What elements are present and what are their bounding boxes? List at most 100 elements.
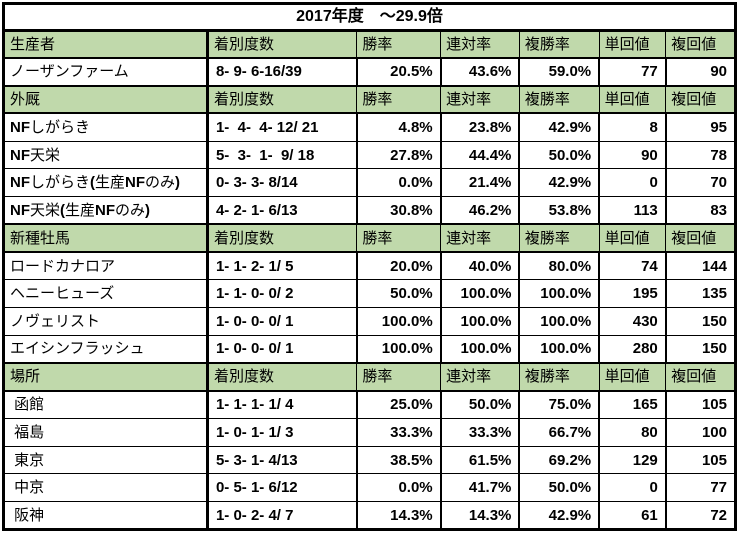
column-header-win-roi[interactable]: 単回値: [598, 84, 667, 115]
win-rate-cell[interactable]: 20.0%: [355, 251, 442, 281]
column-header-show-rate[interactable]: 複勝率: [518, 223, 600, 254]
column-header-show-roi[interactable]: 複回値: [665, 29, 736, 59]
quinella-rate-cell[interactable]: 14.3%: [439, 501, 521, 530]
record-cell[interactable]: 1- 1- 0- 0/ 2: [206, 279, 358, 309]
show-roi-cell[interactable]: 105: [664, 390, 737, 419]
column-header-quinella-rate[interactable]: 連対率: [440, 223, 520, 254]
win-roi-cell[interactable]: 90: [598, 140, 667, 170]
record-cell[interactable]: 1- 1- 1- 1/ 4: [206, 390, 358, 419]
show-roi-cell[interactable]: 78: [664, 140, 737, 170]
row-label-cell[interactable]: ノヴェリスト: [2, 307, 209, 336]
column-header-win-rate[interactable]: 勝率: [356, 223, 442, 254]
column-header-win-roi[interactable]: 単回値: [598, 29, 667, 59]
row-label-cell[interactable]: 東京: [2, 445, 209, 475]
win-rate-cell[interactable]: 0.0%: [355, 473, 442, 503]
row-label-cell[interactable]: 阪神: [2, 501, 209, 530]
quinella-rate-cell[interactable]: 43.6%: [439, 57, 521, 87]
row-label-cell[interactable]: NF天栄: [2, 140, 209, 170]
column-header-win-rate[interactable]: 勝率: [356, 29, 442, 59]
record-cell[interactable]: 4- 2- 1- 6/13: [206, 196, 358, 225]
column-header-record[interactable]: 着別度数: [206, 29, 358, 59]
record-cell[interactable]: 1- 1- 2- 1/ 5: [206, 251, 358, 281]
quinella-rate-cell[interactable]: 41.7%: [439, 473, 521, 503]
section-name-cell[interactable]: 生産者: [3, 29, 209, 59]
show-roi-cell[interactable]: 100: [664, 417, 737, 447]
quinella-rate-cell[interactable]: 100.0%: [439, 334, 521, 364]
column-header-record[interactable]: 着別度数: [206, 223, 358, 254]
section-name-cell[interactable]: 場所: [3, 362, 209, 392]
row-label-cell[interactable]: ロードカナロア: [2, 251, 209, 281]
selected-cell-marquee[interactable]: 新種牡馬: [3, 223, 209, 254]
sheet-title-cell[interactable]: 2017年度 ～29.9倍: [2, 3, 737, 32]
record-cell[interactable]: 0- 5- 1- 6/12: [206, 473, 358, 503]
win-roi-cell[interactable]: 61: [598, 501, 667, 530]
column-header-show-rate[interactable]: 複勝率: [518, 29, 600, 59]
win-roi-cell[interactable]: 8: [598, 112, 667, 142]
row-label-cell[interactable]: ノーザンファーム: [2, 57, 209, 87]
quinella-rate-cell[interactable]: 100.0%: [439, 307, 521, 336]
show-rate-cell[interactable]: 50.0%: [518, 140, 601, 170]
quinella-rate-cell[interactable]: 46.2%: [439, 196, 521, 225]
show-roi-cell[interactable]: 72: [664, 501, 737, 530]
win-rate-cell[interactable]: 38.5%: [355, 445, 442, 475]
win-rate-cell[interactable]: 100.0%: [355, 307, 442, 336]
win-roi-cell[interactable]: 0: [598, 168, 667, 198]
show-roi-cell[interactable]: 105: [664, 445, 737, 475]
row-label-cell[interactable]: ヘニーヒューズ: [2, 279, 209, 309]
show-roi-cell[interactable]: 144: [664, 251, 737, 281]
show-rate-cell[interactable]: 59.0%: [518, 57, 601, 87]
column-header-record[interactable]: 着別度数: [206, 84, 358, 115]
show-roi-cell[interactable]: 95: [664, 112, 737, 142]
win-roi-cell[interactable]: 74: [598, 251, 667, 281]
win-roi-cell[interactable]: 77: [598, 57, 667, 87]
column-header-win-rate[interactable]: 勝率: [356, 84, 442, 115]
column-header-quinella-rate[interactable]: 連対率: [440, 84, 520, 115]
win-rate-cell[interactable]: 100.0%: [355, 334, 442, 364]
win-rate-cell[interactable]: 4.8%: [355, 112, 442, 142]
column-header-win-rate[interactable]: 勝率: [356, 362, 442, 392]
quinella-rate-cell[interactable]: 61.5%: [439, 445, 521, 475]
quinella-rate-cell[interactable]: 44.4%: [439, 140, 521, 170]
record-cell[interactable]: 1- 4- 4- 12/ 21: [206, 112, 358, 142]
record-cell[interactable]: 1- 0- 2- 4/ 7: [206, 501, 358, 530]
win-roi-cell[interactable]: 129: [598, 445, 667, 475]
win-rate-cell[interactable]: 0.0%: [355, 168, 442, 198]
win-rate-cell[interactable]: 27.8%: [355, 140, 442, 170]
quinella-rate-cell[interactable]: 50.0%: [439, 390, 521, 419]
quinella-rate-cell[interactable]: 23.8%: [439, 112, 521, 142]
column-header-show-rate[interactable]: 複勝率: [518, 84, 600, 115]
column-header-show-roi[interactable]: 複回値: [665, 223, 736, 254]
win-roi-cell[interactable]: 113: [598, 196, 667, 225]
win-roi-cell[interactable]: 80: [598, 417, 667, 447]
win-roi-cell[interactable]: 280: [598, 334, 667, 364]
win-rate-cell[interactable]: 14.3%: [355, 501, 442, 530]
show-rate-cell[interactable]: 50.0%: [518, 473, 601, 503]
column-header-show-roi[interactable]: 複回値: [665, 84, 736, 115]
row-label-cell[interactable]: NFしがらき: [2, 112, 209, 142]
show-roi-cell[interactable]: 70: [664, 168, 737, 198]
row-label-cell[interactable]: NF天栄(生産NFのみ): [2, 196, 209, 225]
row-label-cell[interactable]: 中京: [2, 473, 209, 503]
win-roi-cell[interactable]: 430: [598, 307, 667, 336]
win-rate-cell[interactable]: 33.3%: [355, 417, 442, 447]
show-rate-cell[interactable]: 80.0%: [518, 251, 601, 281]
show-rate-cell[interactable]: 42.9%: [518, 168, 601, 198]
record-cell[interactable]: 1- 0- 0- 0/ 1: [206, 307, 358, 336]
win-rate-cell[interactable]: 50.0%: [355, 279, 442, 309]
show-roi-cell[interactable]: 150: [664, 307, 737, 336]
show-rate-cell[interactable]: 42.9%: [518, 501, 601, 530]
column-header-win-roi[interactable]: 単回値: [598, 223, 667, 254]
column-header-show-roi[interactable]: 複回値: [665, 362, 736, 392]
record-cell[interactable]: 0- 3- 3- 8/14: [206, 168, 358, 198]
record-cell[interactable]: 5- 3- 1- 4/13: [206, 445, 358, 475]
record-cell[interactable]: 5- 3- 1- 9/ 18: [206, 140, 358, 170]
row-label-cell[interactable]: 函館: [2, 390, 209, 419]
win-roi-cell[interactable]: 0: [598, 473, 667, 503]
show-rate-cell[interactable]: 75.0%: [518, 390, 601, 419]
win-roi-cell[interactable]: 165: [598, 390, 667, 419]
row-label-cell[interactable]: NFしがらき(生産NFのみ): [2, 168, 209, 198]
column-header-quinella-rate[interactable]: 連対率: [440, 362, 520, 392]
quinella-rate-cell[interactable]: 40.0%: [439, 251, 521, 281]
record-cell[interactable]: 1- 0- 0- 0/ 1: [206, 334, 358, 364]
row-label-cell[interactable]: エイシンフラッシュ: [2, 334, 209, 364]
